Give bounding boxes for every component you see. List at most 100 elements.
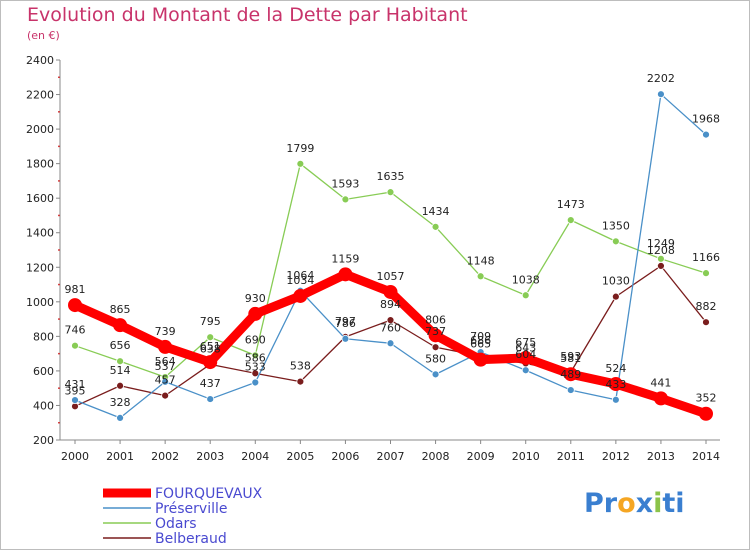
legend-label: Odars [155, 516, 197, 532]
data-label: 604 [515, 348, 536, 361]
data-point [248, 306, 263, 321]
logo-letter: i [653, 488, 663, 519]
data-point [71, 396, 79, 405]
data-label: 638 [200, 342, 221, 355]
data-point [383, 284, 398, 299]
data-label: 457 [155, 374, 176, 387]
data-label: 651 [200, 340, 221, 353]
data-point [251, 351, 260, 360]
x-tick-label: 2003 [196, 450, 224, 463]
data-point [431, 343, 440, 352]
data-point [296, 377, 305, 386]
x-tick-label: 2008 [422, 450, 450, 463]
data-point [251, 378, 260, 387]
data-point [702, 269, 710, 278]
data-point [293, 288, 308, 303]
chart-title: Evolution du Montant de la Dette par Hab… [27, 4, 468, 26]
y-tick-label: 600 [33, 365, 54, 378]
data-point [521, 366, 530, 375]
data-label: 1473 [557, 198, 585, 211]
data-label: 489 [560, 368, 581, 381]
data-label: 690 [245, 333, 266, 346]
data-point [657, 254, 665, 263]
data-label: 441 [650, 376, 671, 389]
data-label: 564 [155, 355, 176, 368]
data-label: 797 [335, 315, 356, 328]
data-label: 865 [110, 303, 131, 316]
data-label: 795 [200, 315, 221, 328]
data-point [203, 355, 218, 370]
data-point [338, 267, 353, 282]
legend-label: Préserville [155, 501, 228, 517]
data-label: 1350 [602, 219, 630, 232]
data-label: 882 [696, 300, 717, 313]
data-label: 1635 [377, 170, 405, 183]
y-tick-label: 2200 [26, 89, 54, 102]
data-label: 431 [65, 378, 86, 391]
data-label: 746 [65, 324, 86, 337]
data-label: 1034 [286, 274, 314, 287]
data-point [521, 291, 530, 300]
logo-letter: P [584, 488, 604, 519]
data-label: 593 [560, 350, 581, 363]
data-point [341, 334, 350, 343]
data-label: 686 [470, 334, 491, 347]
y-tick-label: 1000 [26, 296, 54, 309]
x-tick-label: 2002 [151, 450, 179, 463]
data-point [296, 159, 305, 168]
x-tick-label: 2013 [647, 450, 675, 463]
data-point [206, 333, 215, 342]
data-label: 709 [470, 330, 491, 343]
data-point [386, 339, 395, 348]
data-point [611, 292, 620, 301]
data-point [116, 381, 124, 390]
data-point [116, 357, 124, 366]
data-point [476, 272, 485, 281]
data-point [431, 370, 440, 379]
data-label: 760 [380, 321, 401, 334]
data-label: 586 [245, 351, 266, 364]
data-label: 581 [560, 352, 581, 365]
x-tick-label: 2011 [557, 450, 585, 463]
data-label: 1249 [647, 237, 675, 250]
logo-letter: i [675, 488, 685, 519]
data-label: 981 [65, 283, 86, 296]
y-tick-label: 800 [33, 330, 54, 343]
data-point [71, 341, 79, 350]
data-label: 524 [605, 362, 626, 375]
data-label: 433 [605, 378, 626, 391]
data-point [386, 316, 395, 325]
data-point [473, 352, 488, 367]
data-label: 328 [110, 396, 131, 409]
data-label: 1799 [286, 142, 314, 155]
x-tick-label: 2007 [377, 450, 405, 463]
data-label: 1057 [377, 270, 405, 283]
data-point [608, 377, 623, 392]
data-label: 1434 [422, 205, 450, 218]
data-label: 894 [380, 298, 401, 311]
x-tick-label: 2010 [512, 450, 540, 463]
y-tick-label: 2000 [26, 123, 54, 136]
data-label: 1038 [512, 273, 540, 286]
y-tick-label: 1800 [26, 158, 54, 171]
data-point [113, 318, 128, 333]
data-label: 656 [110, 339, 131, 352]
data-point [161, 391, 170, 400]
data-point [699, 406, 713, 421]
x-tick-label: 2009 [467, 450, 495, 463]
logo-letter: o [617, 488, 636, 519]
data-point [158, 339, 173, 354]
data-point [68, 298, 82, 313]
data-label: 930 [245, 292, 266, 305]
data-label: 1148 [467, 254, 495, 267]
x-tick-label: 2006 [331, 450, 359, 463]
data-point [702, 130, 710, 139]
y-tick-label: 1600 [26, 192, 54, 205]
data-label: 538 [290, 360, 311, 373]
data-label: 739 [155, 325, 176, 338]
data-label: 514 [110, 364, 131, 377]
logo-letter: t [662, 488, 676, 519]
data-label: 806 [425, 313, 446, 326]
